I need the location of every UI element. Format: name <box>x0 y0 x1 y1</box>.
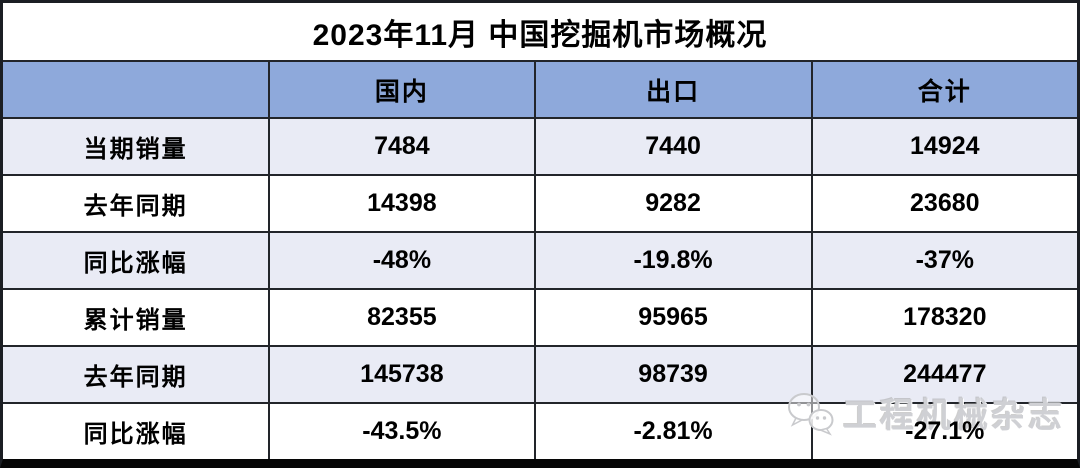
table-title-row: 2023年11月 中国挖掘机市场概况 <box>3 3 1077 60</box>
row-label-cell: 去年同期 <box>83 364 188 391</box>
value-cell: 23680 <box>810 176 1077 231</box>
value-cell: -48% <box>268 233 533 288</box>
value-cell: 7484 <box>268 119 533 174</box>
value-cell: -37% <box>810 233 1077 288</box>
row-label-cell: 同比涨幅 <box>83 250 188 277</box>
row-label-cell: 同比涨幅 <box>83 421 188 448</box>
value-cell: 82355 <box>268 290 533 345</box>
value-cell: 14398 <box>268 176 533 231</box>
value-cell: -2.81% <box>533 404 811 459</box>
row-label-cell: 累计销量 <box>83 307 188 334</box>
table-row-cumulative-sales: 累计销量 82355 95965 178320 <box>3 288 1077 345</box>
value-cell: 95965 <box>533 290 811 345</box>
table-row-yoy-change: 同比涨幅 -48% -19.8% -37% <box>3 231 1077 288</box>
value-cell: -43.5% <box>268 404 533 459</box>
value-cell: 98739 <box>533 347 811 402</box>
header-export-label: 出口 <box>646 77 701 106</box>
value-cell: 7440 <box>533 119 811 174</box>
header-domestic: 国内 <box>268 62 533 117</box>
value-cell: 145738 <box>268 347 533 402</box>
table-row-current-sales: 当期销量 7484 7440 14924 <box>3 117 1077 174</box>
table-row-last-year-cumulative: 去年同期 145738 98739 244477 <box>3 345 1077 402</box>
page-title: 2023年11月 中国挖掘机市场概况 <box>3 3 1077 60</box>
header-total: 合计 <box>810 62 1077 117</box>
header-domestic-label: 国内 <box>374 77 429 106</box>
value-cell: -19.8% <box>533 233 811 288</box>
header-total-label: 合计 <box>917 77 972 106</box>
value-cell: -27.1% <box>810 404 1077 459</box>
row-label-cell: 当期销量 <box>83 136 188 163</box>
table-header-row: 国内 出口 合计 <box>3 60 1077 117</box>
value-cell: 244477 <box>810 347 1077 402</box>
header-export: 出口 <box>533 62 811 117</box>
table-row-cumulative-yoy-change: 同比涨幅 -43.5% -2.81% -27.1% <box>3 402 1077 459</box>
page-title-text: 2023年11月 中国挖掘机市场概况 <box>312 18 768 52</box>
table-row-last-year-same-period: 去年同期 14398 9282 23680 <box>3 174 1077 231</box>
value-cell: 178320 <box>810 290 1077 345</box>
header-empty-cell <box>3 62 268 117</box>
value-cell: 9282 <box>533 176 811 231</box>
row-label-cell: 去年同期 <box>83 193 188 220</box>
value-cell: 14924 <box>810 119 1077 174</box>
